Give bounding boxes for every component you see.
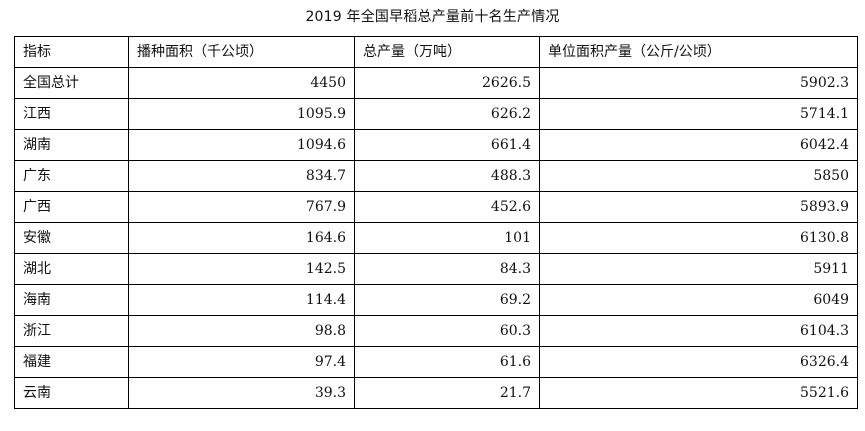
table-row: 全国总计 4450 2626.5 5902.3 — [14, 67, 858, 99]
cell-sown-area: 834.7 — [128, 160, 355, 192]
cell-total-output: 60.3 — [354, 315, 540, 347]
row-label: 湖南 — [14, 129, 129, 161]
row-label: 福建 — [14, 346, 129, 378]
table-row: 江西 1095.9 626.2 5714.1 — [14, 98, 858, 130]
row-label: 海南 — [14, 284, 129, 316]
cell-total-output: 61.6 — [354, 346, 540, 378]
table-row: 云南 39.3 21.7 5521.6 — [14, 377, 858, 409]
cell-yield: 5911 — [539, 253, 858, 285]
cell-yield: 5714.1 — [539, 98, 858, 130]
production-table: 指标 播种面积（千公顷） 总产量（万吨） 单位面积产量（公斤/公顷） 全国总计 … — [14, 36, 858, 409]
header-total-output: 总产量（万吨） — [354, 36, 540, 68]
cell-sown-area: 1094.6 — [128, 129, 355, 161]
header-yield-per-area: 单位面积产量（公斤/公顷） — [539, 36, 858, 68]
header-sown-area: 播种面积（千公顷） — [128, 36, 355, 68]
row-label: 浙江 — [14, 315, 129, 347]
cell-total-output: 488.3 — [354, 160, 540, 192]
cell-yield: 5893.9 — [539, 191, 858, 223]
table-row: 安徽 164.6 101 6130.8 — [14, 222, 858, 254]
row-label: 广西 — [14, 191, 129, 223]
cell-yield: 5521.6 — [539, 377, 858, 409]
table-row: 广东 834.7 488.3 5850 — [14, 160, 858, 192]
cell-sown-area: 1095.9 — [128, 98, 355, 130]
cell-total-output: 21.7 — [354, 377, 540, 409]
cell-sown-area: 4450 — [128, 67, 355, 99]
cell-total-output: 661.4 — [354, 129, 540, 161]
cell-sown-area: 97.4 — [128, 346, 355, 378]
cell-total-output: 626.2 — [354, 98, 540, 130]
cell-sown-area: 98.8 — [128, 315, 355, 347]
table-row: 海南 114.4 69.2 6049 — [14, 284, 858, 316]
cell-total-output: 2626.5 — [354, 67, 540, 99]
cell-total-output: 69.2 — [354, 284, 540, 316]
row-label: 全国总计 — [14, 67, 129, 99]
row-label: 云南 — [14, 377, 129, 409]
row-label: 湖北 — [14, 253, 129, 285]
cell-yield: 6049 — [539, 284, 858, 316]
table-row: 浙江 98.8 60.3 6104.3 — [14, 315, 858, 347]
cell-sown-area: 114.4 — [128, 284, 355, 316]
cell-yield: 6326.4 — [539, 346, 858, 378]
cell-yield: 6042.4 — [539, 129, 858, 161]
cell-sown-area: 39.3 — [128, 377, 355, 409]
table-row: 广西 767.9 452.6 5893.9 — [14, 191, 858, 223]
cell-total-output: 452.6 — [354, 191, 540, 223]
cell-yield: 5902.3 — [539, 67, 858, 99]
table-row: 湖北 142.5 84.3 5911 — [14, 253, 858, 285]
cell-yield: 6130.8 — [539, 222, 858, 254]
row-label: 广东 — [14, 160, 129, 192]
table-row: 福建 97.4 61.6 6326.4 — [14, 346, 858, 378]
cell-sown-area: 164.6 — [128, 222, 355, 254]
table-title: 2019 年全国早稻总产量前十名生产情况 — [305, 9, 560, 25]
cell-sown-area: 142.5 — [128, 253, 355, 285]
cell-sown-area: 767.9 — [128, 191, 355, 223]
header-row: 指标 播种面积（千公顷） 总产量（万吨） 单位面积产量（公斤/公顷） — [14, 36, 858, 68]
header-indicator: 指标 — [14, 36, 129, 68]
cell-yield: 6104.3 — [539, 315, 858, 347]
table-row: 湖南 1094.6 661.4 6042.4 — [14, 129, 858, 161]
row-label: 江西 — [14, 98, 129, 130]
cell-total-output: 84.3 — [354, 253, 540, 285]
cell-total-output: 101 — [354, 222, 540, 254]
cell-yield: 5850 — [539, 160, 858, 192]
row-label: 安徽 — [14, 222, 129, 254]
